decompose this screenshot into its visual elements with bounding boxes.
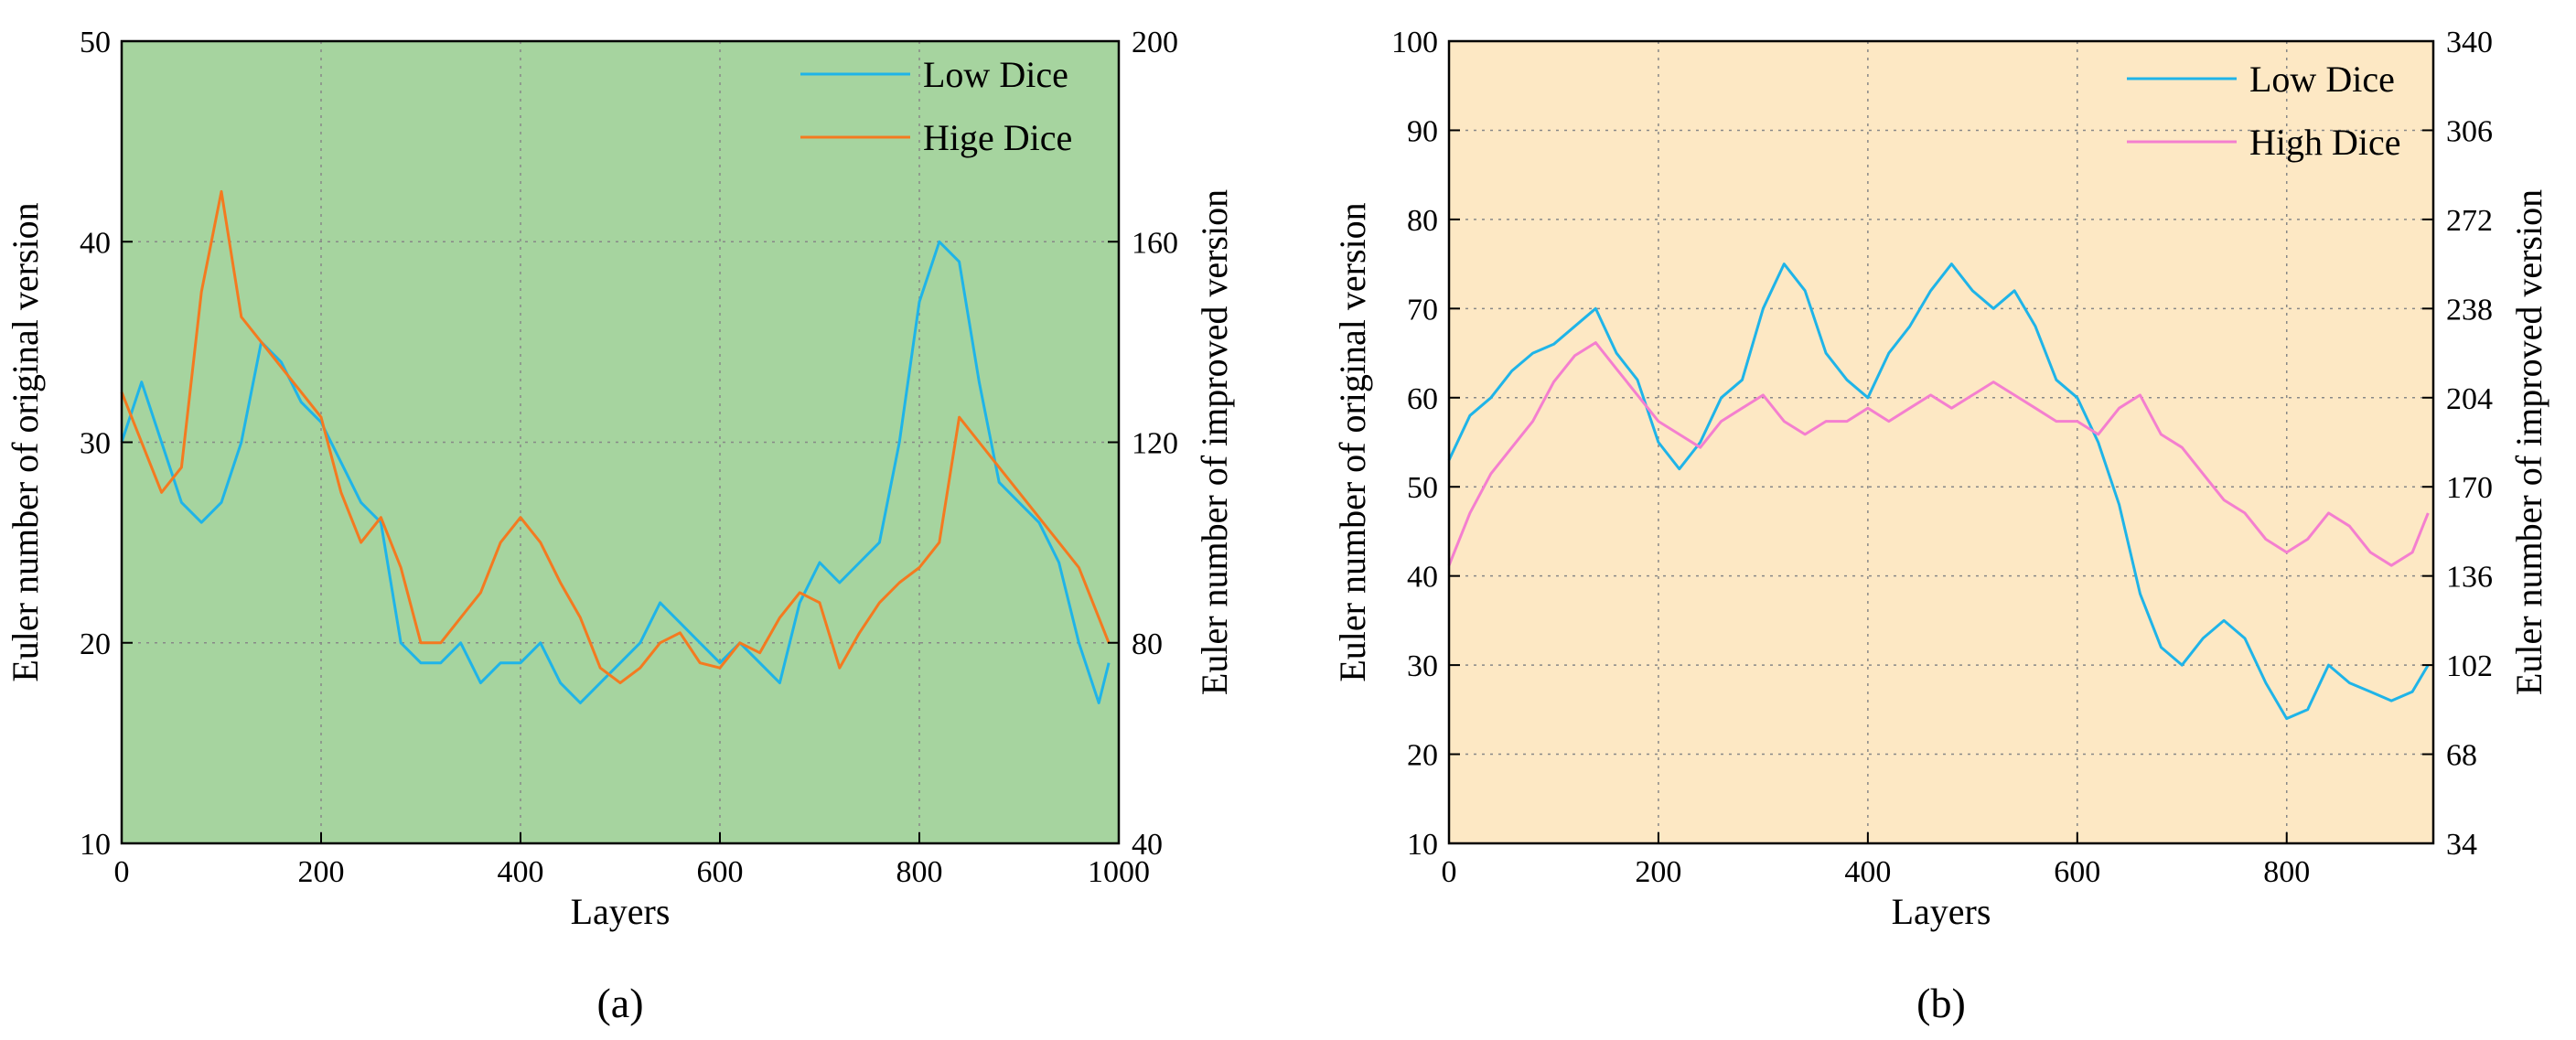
x-tick-label: 400 bbox=[1844, 855, 1891, 889]
y-right-axis-label: Euler number of improved version bbox=[1194, 189, 1235, 695]
y-right-tick-label: 34 bbox=[2446, 828, 2477, 862]
legend-label: Low Dice bbox=[923, 54, 1068, 95]
y-left-tick-label: 10 bbox=[1407, 828, 1438, 862]
y-left-tick-label: 30 bbox=[1407, 649, 1438, 683]
y-left-tick-label: 50 bbox=[80, 26, 111, 59]
y-right-tick-label: 160 bbox=[1132, 226, 1178, 260]
y-left-tick-label: 20 bbox=[1407, 739, 1438, 773]
chart-panel-a: 0 200 400 600 800 1000 10 20 30 40 50 40 80 120 160 200… bbox=[5, 26, 1235, 1026]
y-left-tick-label: 50 bbox=[1407, 471, 1438, 505]
y-right-tick-label: 238 bbox=[2446, 293, 2493, 327]
y-left-axis-label: Euler number of original version bbox=[5, 202, 46, 681]
y-right-tick-label: 340 bbox=[2446, 26, 2493, 59]
series-line-low-dice bbox=[1447, 263, 2430, 721]
y-right-tick-label: 80 bbox=[1132, 627, 1163, 661]
plot-frame bbox=[1447, 39, 2435, 845]
x-tick-label: 0 bbox=[114, 855, 130, 889]
y-right-tick-label: 136 bbox=[2446, 561, 2493, 595]
y-right-tick-label: 68 bbox=[2446, 739, 2477, 773]
y-left-tick-label: 30 bbox=[80, 427, 111, 461]
y-right-tick-label: 306 bbox=[2446, 114, 2493, 148]
series-line-high-dice bbox=[1447, 341, 2430, 567]
y-left-tick-label: 80 bbox=[1407, 204, 1438, 238]
y-right-tick-label: 204 bbox=[2446, 382, 2493, 416]
y-left-tick-label: 40 bbox=[80, 226, 111, 260]
y-right-tick-label: 120 bbox=[1132, 427, 1178, 461]
x-tick-label: 200 bbox=[298, 855, 345, 889]
panel-label: (b) bbox=[1916, 980, 1966, 1026]
y-right-axis-label: Euler number of improved version bbox=[2508, 189, 2549, 695]
y-right-tick-label: 40 bbox=[1132, 828, 1163, 862]
x-tick-label: 800 bbox=[896, 855, 943, 889]
x-tick-label: 0 bbox=[1442, 855, 1457, 889]
y-left-tick-label: 70 bbox=[1407, 293, 1438, 327]
legend-label: Low Dice bbox=[2249, 59, 2395, 100]
y-left-tick-label: 10 bbox=[80, 828, 111, 862]
x-tick-label: 600 bbox=[2054, 855, 2100, 889]
x-tick-label: 600 bbox=[697, 855, 744, 889]
y-left-tick-label: 60 bbox=[1407, 382, 1438, 416]
series-line-hige-dice bbox=[120, 189, 1111, 685]
y-right-tick-label: 200 bbox=[1132, 26, 1178, 59]
y-right-tick-label: 102 bbox=[2446, 649, 2493, 683]
x-tick-label: 1000 bbox=[1088, 855, 1150, 889]
x-tick-label: 200 bbox=[1635, 855, 1681, 889]
y-right-tick-label: 170 bbox=[2446, 471, 2493, 505]
y-left-tick-label: 100 bbox=[1391, 26, 1438, 59]
x-axis-label: Layers bbox=[1892, 891, 1991, 932]
y-left-tick-label: 40 bbox=[1407, 561, 1438, 595]
x-axis-label: Layers bbox=[571, 891, 671, 932]
y-left-tick-label: 20 bbox=[80, 627, 111, 661]
legend-label: Hige Dice bbox=[923, 117, 1072, 158]
chart-panel-b: 0 200 400 600 800 10 20 30 40 50 60 70 80 90 100 34 68 10… bbox=[1332, 26, 2549, 1026]
y-left-tick-label: 90 bbox=[1407, 114, 1438, 148]
y-left-axis-label: Euler number of original version bbox=[1332, 202, 1373, 681]
legend-label: High Dice bbox=[2249, 122, 2401, 163]
y-right-tick-label: 272 bbox=[2446, 204, 2493, 238]
plot-background bbox=[1449, 41, 2433, 843]
panel-label: (a) bbox=[596, 980, 643, 1026]
x-tick-label: 400 bbox=[498, 855, 544, 889]
x-tick-label: 800 bbox=[2263, 855, 2310, 889]
